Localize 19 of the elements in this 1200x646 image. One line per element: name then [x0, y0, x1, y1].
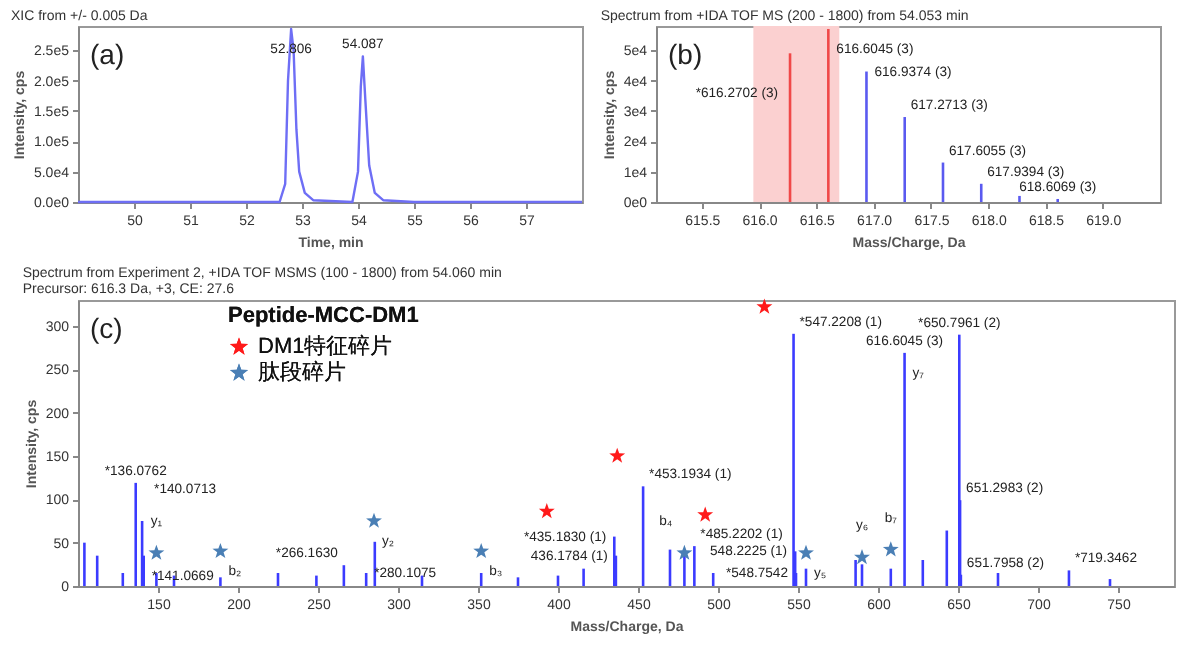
point	[212, 542, 229, 559]
point	[697, 506, 714, 522]
line-series	[76, 27, 584, 204]
point	[798, 544, 814, 560]
legend-label: 肽段碎片	[258, 359, 346, 385]
annotation: (a)	[90, 38, 125, 70]
point	[854, 549, 870, 565]
point	[473, 542, 490, 559]
annotation: (b)	[668, 38, 703, 70]
legend-title: Peptide-MCC-DM1	[228, 304, 419, 328]
point	[148, 544, 165, 560]
legend-label: DM1特征碎片	[258, 333, 393, 359]
point	[366, 512, 382, 528]
annotation: (c)	[90, 312, 123, 344]
point	[882, 541, 899, 557]
point	[538, 503, 555, 519]
point	[756, 298, 773, 314]
point	[676, 544, 693, 560]
point	[609, 447, 626, 463]
